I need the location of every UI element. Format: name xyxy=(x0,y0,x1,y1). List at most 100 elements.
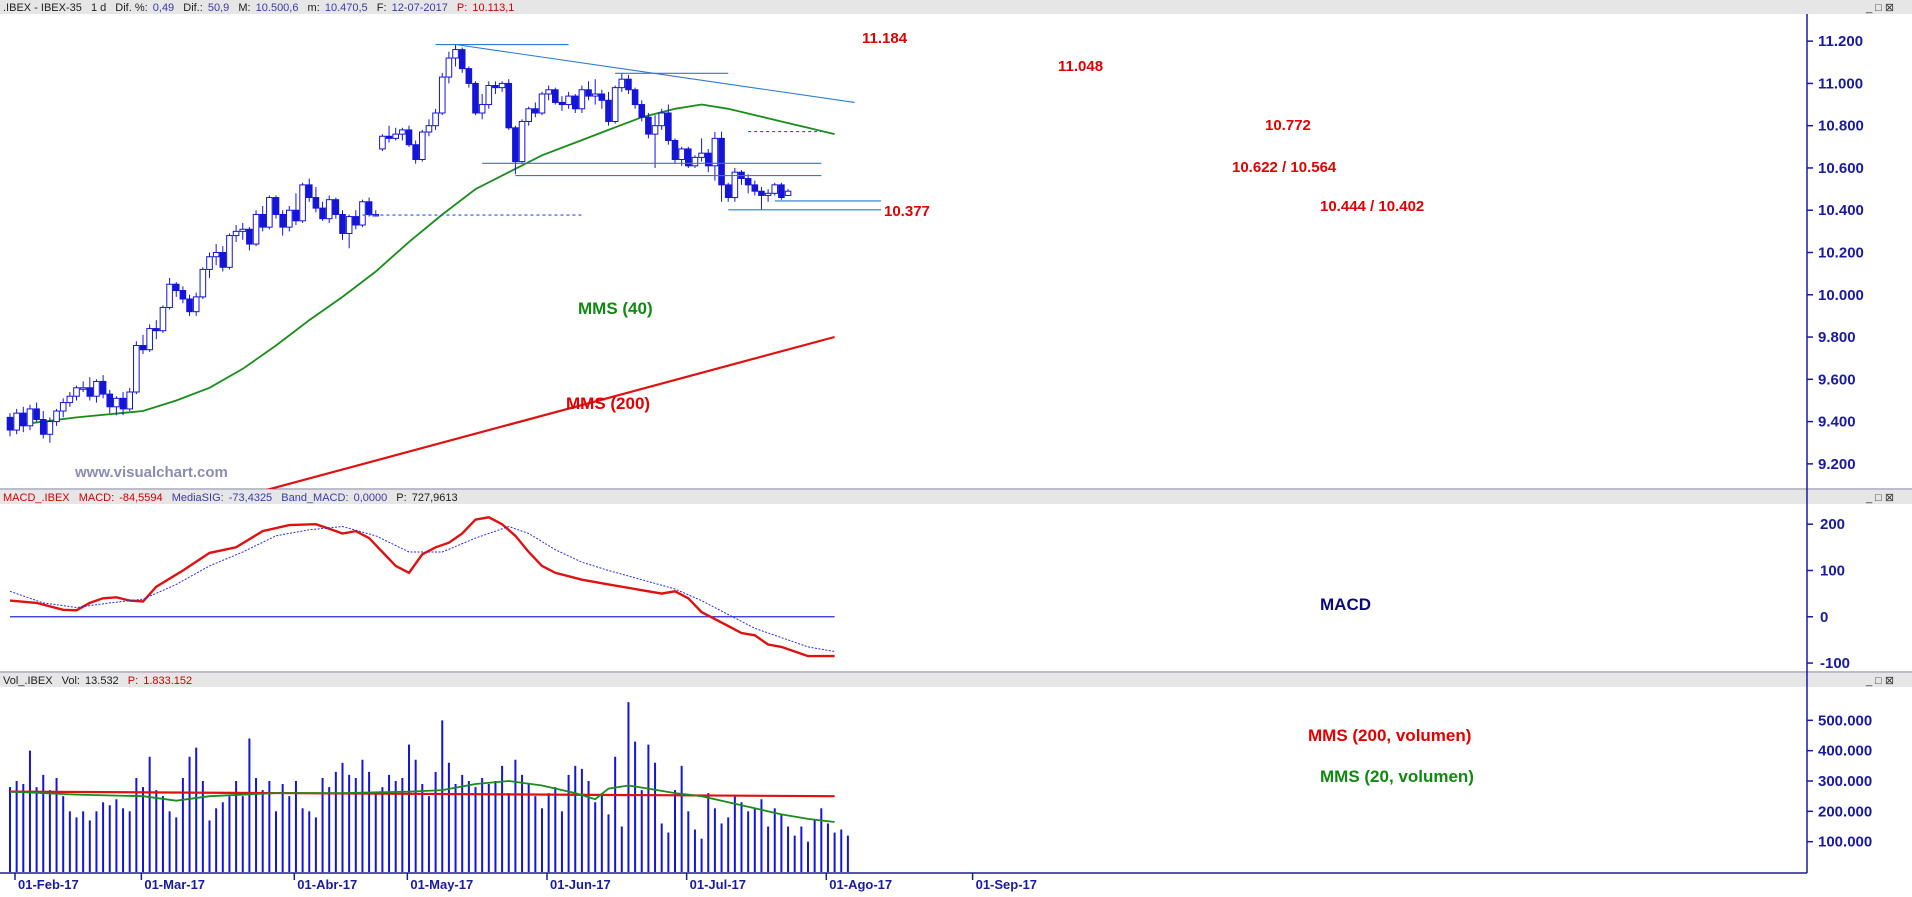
candle xyxy=(625,74,632,94)
candle-body-up xyxy=(771,184,779,194)
candle-body-down xyxy=(292,209,300,222)
candle xyxy=(591,79,599,105)
mms40-line xyxy=(9,103,835,427)
candle-body-down xyxy=(724,184,732,199)
candle xyxy=(385,125,393,143)
candle-body-down xyxy=(631,89,639,106)
candle-body-down xyxy=(512,127,519,163)
candle xyxy=(711,132,719,181)
candle-body-down xyxy=(412,144,419,160)
candle xyxy=(578,85,586,113)
candle-body-down xyxy=(571,95,579,110)
candle-body-up xyxy=(206,256,213,270)
candle-body-up xyxy=(445,57,453,78)
candle xyxy=(206,252,213,278)
candle-body-up xyxy=(159,306,167,332)
candle xyxy=(359,199,366,228)
candle xyxy=(565,91,572,109)
candle-body-up xyxy=(545,89,552,95)
candle-body-down xyxy=(558,101,566,106)
candle-body-down xyxy=(172,283,180,292)
candle-body-up xyxy=(93,380,100,397)
candle xyxy=(365,197,373,217)
candle-body-down xyxy=(153,328,160,332)
candle-body-up xyxy=(252,213,260,245)
candle-body-up xyxy=(379,135,386,150)
candle xyxy=(605,91,612,126)
candle xyxy=(13,408,20,435)
candle-body-up xyxy=(192,296,200,313)
candle-body-up xyxy=(399,129,406,135)
candle-body-up xyxy=(678,148,685,161)
candle-body-down xyxy=(665,112,672,141)
candle xyxy=(192,292,200,316)
price-y-tick-label: 9.800 xyxy=(1818,329,1856,346)
candle xyxy=(266,195,273,230)
candle xyxy=(325,195,333,223)
candle xyxy=(292,193,300,226)
macd-panel: -100 0 100 200 MACD xyxy=(9,516,1850,672)
candle-body-down xyxy=(625,78,632,91)
price-y-tick-label: 10.800 xyxy=(1818,118,1864,135)
price-window-buttons[interactable]: _ □ ⊠ xyxy=(1865,2,1894,14)
candle-body-down xyxy=(585,89,592,97)
macd-y-tick-label: 100 xyxy=(1820,562,1845,579)
volume-panel: 100.000 200.000 300.000 400.000 500.000 MMS (… xyxy=(9,702,1872,872)
candle xyxy=(678,146,685,166)
candle xyxy=(738,170,745,185)
candle-body-up xyxy=(325,199,333,220)
candle xyxy=(345,214,353,249)
candle xyxy=(20,406,27,433)
candle xyxy=(412,140,419,164)
candle-body-up xyxy=(651,125,659,135)
candle xyxy=(139,334,147,354)
candle-body-up xyxy=(618,78,626,89)
candle xyxy=(598,89,606,109)
candle-body-up xyxy=(518,120,526,163)
candle xyxy=(126,387,134,412)
price-y-tick-label: 9.200 xyxy=(1818,456,1856,473)
candle xyxy=(771,182,779,196)
candle xyxy=(6,413,14,437)
candle xyxy=(472,81,479,116)
vol-mms200-label: MMS (200, volumen) xyxy=(1308,726,1471,745)
candle xyxy=(651,115,659,168)
candle-body-up xyxy=(146,328,153,351)
candle xyxy=(312,186,320,213)
candle xyxy=(279,210,286,236)
candle-body-down xyxy=(505,82,513,129)
candle-body-down xyxy=(751,184,759,192)
candle xyxy=(272,195,280,219)
candle xyxy=(405,125,413,147)
vol-window-buttons[interactable]: _ □ ⊠ xyxy=(1865,675,1894,687)
candle-body-up xyxy=(26,408,34,427)
macd-window-buttons[interactable]: _ □ ⊠ xyxy=(1865,492,1894,504)
candle-body-up xyxy=(359,201,366,226)
candle xyxy=(392,127,399,141)
candle-body-up xyxy=(166,283,173,308)
candle-body-up xyxy=(13,412,20,431)
x-tick-label: 01-Jul-17 xyxy=(690,877,746,892)
candle-body-down xyxy=(33,408,40,420)
candle xyxy=(631,87,639,109)
vol-header-text: Vol_.IBEX Vol: 13.532 P: 1.833.152 xyxy=(3,675,192,687)
candle xyxy=(585,81,592,101)
candle-body-down xyxy=(465,68,473,84)
candle-body-up xyxy=(212,252,220,258)
candle xyxy=(685,146,692,168)
price-y-tick-label: 11.200 xyxy=(1818,33,1863,50)
candle xyxy=(465,66,473,88)
candle xyxy=(538,91,546,116)
candle xyxy=(425,119,433,137)
candle xyxy=(638,100,646,122)
candle-body-up xyxy=(133,345,140,393)
candle xyxy=(485,81,493,109)
candle-body-up xyxy=(286,209,293,228)
candle xyxy=(478,93,486,120)
candle xyxy=(73,385,80,401)
candle-body-down xyxy=(645,116,652,135)
candle xyxy=(172,282,180,297)
candle-body-up xyxy=(53,410,60,423)
candle-body-down xyxy=(186,298,193,313)
price-header-text: .IBEX - IBEX-35 1 d Dif. %: 0,49 Dif.: 5… xyxy=(3,2,514,14)
